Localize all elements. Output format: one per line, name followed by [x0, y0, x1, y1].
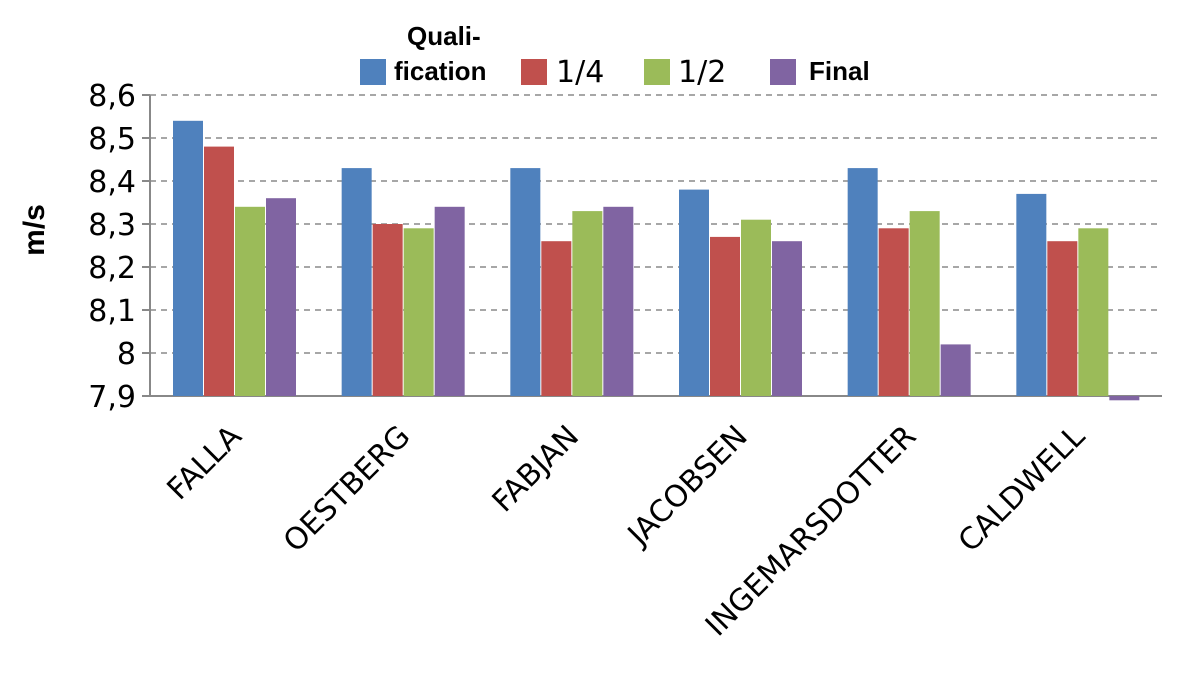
y-tick-label: 8,3: [88, 208, 136, 243]
bar: [510, 168, 541, 396]
legend: Quali-fication 1/4 1/2 Final: [360, 21, 870, 90]
category-label: JACOBSEN: [620, 419, 755, 554]
bar: [679, 189, 709, 396]
category-label: FALLA: [161, 419, 249, 507]
legend-label: Quali-: [407, 21, 481, 51]
bar: [403, 228, 434, 396]
bar: [235, 206, 265, 396]
y-tick-labels: 8,6 8,5 8,4 8,3 8,2 8,1 8 7,9: [88, 79, 136, 415]
category-label: CALDWELL: [952, 419, 1092, 559]
legend-swatch: [521, 59, 547, 85]
legend-label: Final: [809, 56, 870, 86]
category-label: OESTBERG: [277, 419, 417, 559]
y-axis-label: m/s: [18, 204, 51, 256]
legend-swatch: [644, 59, 670, 85]
y-tick-label: 8,6: [88, 79, 136, 114]
y-tick-label: 8,1: [88, 294, 136, 329]
bar: [1016, 193, 1047, 396]
bar: [710, 236, 740, 396]
gridlines: [142, 94, 1162, 397]
bar: [341, 168, 372, 396]
bar: [1109, 396, 1140, 401]
bar: [847, 168, 878, 396]
bars: [173, 120, 1140, 401]
bar: [603, 206, 634, 396]
legend-swatch: [770, 59, 796, 85]
y-tick-label: 8,4: [88, 165, 136, 200]
bar: [1047, 241, 1078, 396]
bar: [434, 206, 465, 396]
y-tick-label: 8: [117, 337, 136, 372]
bar: [878, 228, 909, 396]
legend-swatch: [360, 59, 386, 85]
bar: [372, 224, 403, 396]
y-tick-label: 8,5: [88, 122, 136, 157]
bar: [1078, 228, 1109, 396]
y-tick-label: 8,2: [88, 251, 136, 286]
bar: [204, 146, 234, 396]
bar: [772, 241, 802, 396]
bar: [909, 211, 940, 396]
bar: [541, 241, 572, 396]
legend-label: 1/2: [678, 55, 726, 90]
legend-label: 1/4: [556, 55, 604, 90]
category-label: FABJAN: [486, 419, 586, 519]
x-category-labels: FALLA OESTBERG FABJAN JACOBSENINGEMARSDOTTE…: [161, 419, 1093, 644]
bar: [741, 219, 771, 396]
bar: [940, 344, 971, 396]
legend-label: fication: [394, 56, 486, 86]
y-tick-label: 7,9: [88, 380, 136, 415]
bar: [173, 120, 203, 397]
bar: [572, 211, 603, 396]
bar: [266, 198, 296, 396]
